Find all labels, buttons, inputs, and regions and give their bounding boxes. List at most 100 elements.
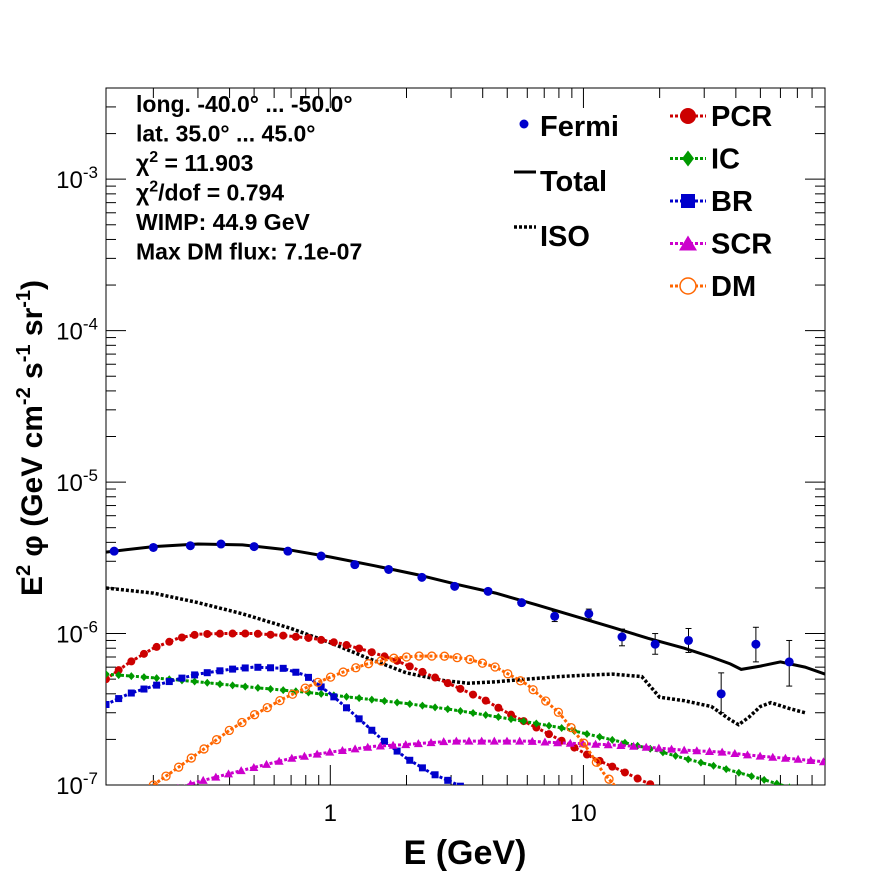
point-ic	[811, 792, 818, 800]
point-ic	[115, 671, 123, 680]
point-br	[317, 683, 325, 691]
legend-item-ic: IC	[670, 144, 740, 176]
point-ic	[305, 688, 313, 697]
point-pcr	[127, 657, 136, 666]
legend-label-iso: ISO	[540, 221, 590, 253]
point-br	[342, 704, 350, 712]
y-tick-label: 10-5	[56, 466, 98, 497]
point-ic	[444, 705, 452, 714]
point-br	[292, 668, 300, 676]
point-dm	[376, 656, 386, 666]
point-scr	[667, 744, 677, 753]
point-scr	[439, 737, 449, 746]
point-dm	[389, 653, 399, 663]
point-ic	[748, 772, 756, 781]
point-dm	[237, 717, 247, 728]
point-scr	[312, 749, 322, 758]
point-scr	[818, 757, 825, 766]
point-pcr	[266, 630, 275, 639]
fermi-point	[584, 609, 594, 619]
point-br	[456, 782, 464, 785]
fermi-point	[109, 546, 119, 556]
point-pcr	[329, 638, 338, 647]
point-dm	[325, 672, 336, 682]
point-pcr	[291, 632, 300, 641]
point-scr	[502, 736, 512, 745]
point-dm	[553, 707, 564, 717]
point-scr	[692, 746, 702, 755]
point-br	[203, 669, 211, 677]
point-br	[431, 771, 439, 779]
info-line: WIMP: 44.9 GeV	[136, 209, 310, 235]
point-pcr	[304, 633, 313, 642]
point-br	[241, 664, 249, 672]
point-pcr	[544, 730, 553, 739]
legend-marker-br	[681, 194, 695, 208]
fermi-point	[283, 546, 293, 556]
point-ic	[494, 713, 502, 722]
point-ic	[773, 779, 781, 785]
point-dm	[401, 652, 412, 662]
point-scr	[730, 748, 740, 757]
legend-label-dm: DM	[711, 271, 756, 303]
point-br	[127, 689, 135, 697]
point-scr	[388, 740, 398, 749]
point-pcr	[106, 675, 110, 684]
legend-marker-dm	[679, 277, 697, 295]
point-scr	[363, 742, 373, 751]
point-ic	[393, 698, 401, 707]
point-pcr	[279, 631, 288, 640]
point-ic	[608, 735, 616, 744]
point-scr	[187, 779, 194, 785]
legend-item-scr: SCR	[670, 229, 772, 261]
point-ic	[596, 732, 604, 741]
point-pcr	[443, 679, 452, 688]
point-scr	[261, 759, 271, 768]
point-dm	[199, 744, 209, 754]
fermi-point	[617, 632, 627, 642]
point-dm	[541, 696, 551, 706]
point-dm	[211, 735, 222, 745]
fermi-point	[550, 611, 560, 621]
point-dm	[427, 651, 437, 661]
point-ic	[558, 724, 566, 733]
point-ic	[697, 758, 705, 767]
point-dm	[224, 725, 234, 736]
point-scr	[198, 775, 208, 784]
point-pcr	[481, 696, 490, 705]
point-ic	[368, 695, 376, 704]
point-ic	[431, 703, 439, 712]
point-br	[178, 674, 186, 682]
point-dm	[287, 689, 298, 699]
point-ic	[127, 672, 135, 681]
point-br	[418, 764, 426, 772]
point-scr	[553, 738, 563, 747]
y-tick-label: 10-3	[56, 163, 98, 194]
point-pcr	[620, 768, 629, 777]
point-scr	[591, 739, 601, 748]
info-line: χ2/dof = 0.794	[136, 179, 284, 206]
legend-label-fermi: Fermi	[540, 111, 619, 143]
point-scr	[654, 743, 664, 752]
point-ic	[760, 775, 768, 784]
point-scr	[401, 740, 411, 749]
point-ic	[317, 689, 325, 698]
point-pcr	[241, 629, 250, 638]
point-ic	[583, 729, 591, 738]
point-ic	[279, 686, 287, 695]
y-tick-label: 10-7	[56, 769, 98, 800]
legend-label-total: Total	[540, 166, 607, 198]
series-line-ic	[106, 672, 787, 785]
legend-label-ic: IC	[711, 144, 740, 176]
point-br	[279, 664, 287, 672]
series-scr	[177, 736, 825, 785]
point-br	[380, 737, 388, 745]
point-ic	[406, 699, 414, 708]
point-scr	[287, 753, 297, 762]
point-scr	[451, 736, 461, 745]
point-ic	[153, 674, 161, 683]
point-dm	[186, 753, 196, 763]
point-ic	[799, 787, 806, 795]
point-scr	[477, 736, 487, 745]
legend-marker-pcr	[680, 108, 696, 124]
